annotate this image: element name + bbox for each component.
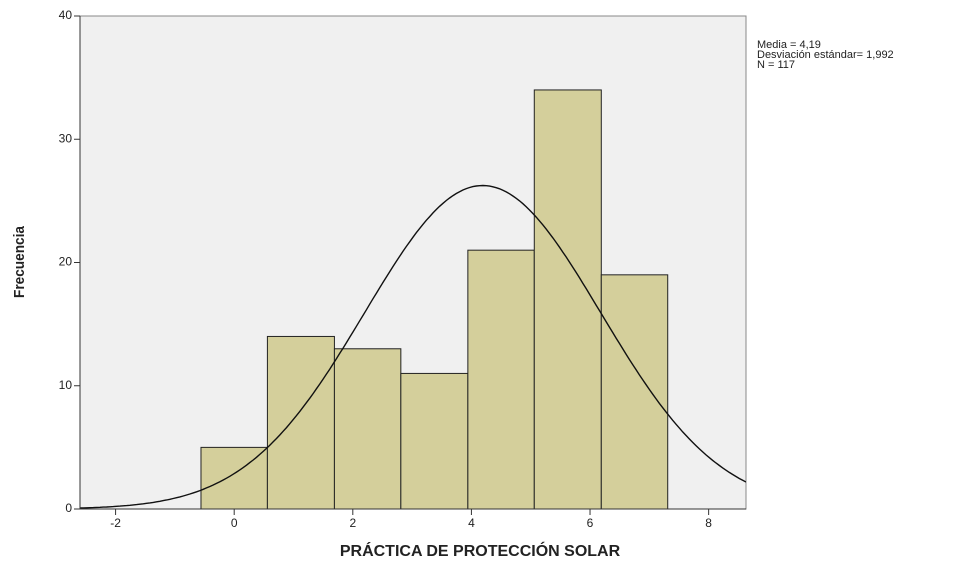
bar [400,372,469,510]
y-tick-label: 20 [59,255,73,269]
y-axis-label: Frecuencia [11,225,28,298]
stat-label: Media = 4,19 [757,39,821,51]
x-tick-label: 4 [468,516,475,530]
normal-curve [80,184,746,509]
stat-label: N = 117 [757,59,795,71]
bar [467,249,535,510]
y-tick-label: 30 [59,131,73,145]
x-tick-label: 6 [587,516,594,530]
y-tick-label: 40 [59,8,73,22]
y-tick-label: 0 [65,501,72,515]
bar [533,89,602,510]
x-tick-label: 0 [231,516,238,530]
x-tick-label: -2 [110,516,121,530]
x-axis-label: PRÁCTICA DE PROTECCIÓN SOLAR [340,541,621,560]
stat-label: Desviación estándar= 1,992 [757,49,894,61]
y-tick-label: 10 [59,378,73,392]
bar [600,274,669,510]
x-tick-label: 8 [705,516,712,530]
x-tick-label: 2 [349,516,356,530]
bar [266,335,335,510]
bar [333,348,402,510]
